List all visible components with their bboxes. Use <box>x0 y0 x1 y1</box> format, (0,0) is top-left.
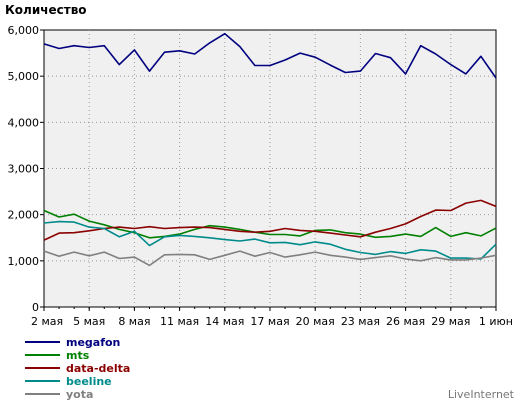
x-axis: 2 мая 5 мая 8 мая 11 мая 14 мая 17 мая 20 мая 2… <box>31 307 513 328</box>
y-axis-title: Количество <box>5 3 87 17</box>
x-tick-label: 11 мая <box>160 315 199 328</box>
y-tick-label: 3,000 <box>8 163 40 176</box>
x-tick-label: 20 мая <box>296 315 335 328</box>
series-line-beeline <box>43 220 497 260</box>
x-tick-label: 2 мая <box>31 315 63 328</box>
y-tick-label: 0 <box>32 301 39 314</box>
x-tick-label: 29 мая <box>431 315 470 328</box>
series-line-data-delta <box>43 199 497 241</box>
x-tick-label: 26 мая <box>386 315 425 328</box>
x-tick-label: 14 мая <box>205 315 244 328</box>
y-tick-label: 4,000 <box>8 116 40 129</box>
y-tick-label: 5,000 <box>8 70 40 83</box>
legend-label-mts: mts <box>66 349 90 362</box>
legend-label-data-delta: data-delta <box>66 362 130 375</box>
x-tick-label: 5 мая <box>73 315 105 328</box>
y-tick-label: 1,000 <box>8 255 40 268</box>
series-line-yota <box>43 250 497 267</box>
x-tick-label: 8 мая <box>118 315 150 328</box>
legend-label-megafon: megafon <box>66 336 120 349</box>
legend-label-beeline: beeline <box>66 375 112 388</box>
x-tick-label: 17 мая <box>250 315 289 328</box>
x-tick-label: 23 мая <box>341 315 380 328</box>
y-tick-label: 6,000 <box>8 24 40 37</box>
y-tick-label: 2,000 <box>8 209 40 222</box>
y-axis: 0 1,000 2,000 3,000 4,000 5,000 6,000 <box>8 24 44 314</box>
legend-label-yota: yota <box>66 388 93 401</box>
series-lines <box>43 32 497 267</box>
series-line-megafon <box>43 32 497 79</box>
x-tick-label: 1 июн <box>479 315 513 328</box>
series-line-mts <box>43 209 497 239</box>
watermark-text: LiveInternet <box>448 388 515 401</box>
